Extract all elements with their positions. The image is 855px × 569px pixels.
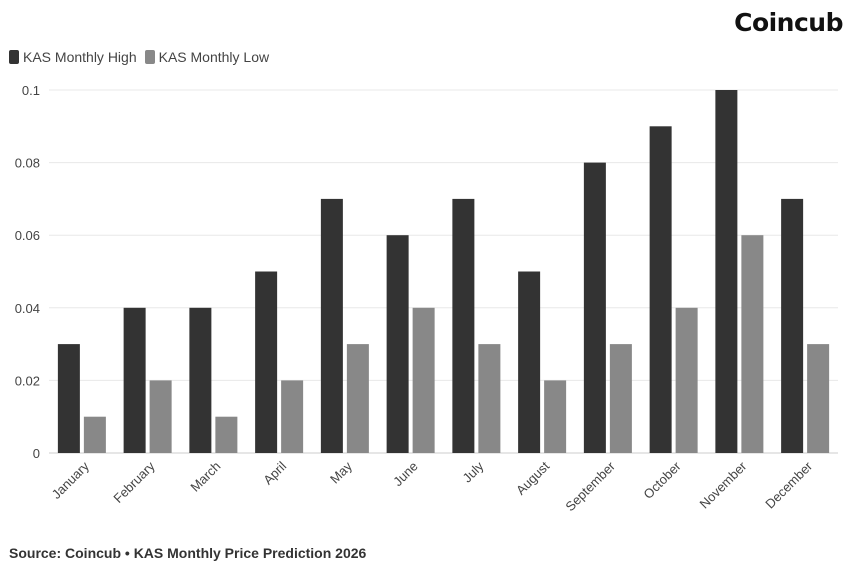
y-tick-label: 0.08 [15,156,40,171]
x-tick-label: August [513,458,552,497]
legend-item-high: KAS Monthly High [9,49,137,65]
y-tick-label: 0.06 [15,228,40,243]
bar-monthly-high [715,90,738,453]
bar-monthly-high [781,198,804,453]
x-tick-label: February [110,458,158,506]
bar-monthly-high [452,198,475,453]
bar-chart: 0 0.02 0.04 0.06 0.08 0.1 January February Marc… [15,83,838,514]
bar-monthly-low [609,344,632,453]
x-tick-label: June [390,459,421,490]
bar-monthly-high [649,126,672,454]
bar-monthly-high [189,307,212,453]
bar-monthly-low [544,380,567,453]
y-tick-label: 0.04 [15,301,40,316]
chart-legend: KAS Monthly High KAS Monthly Low [9,49,277,65]
bars [57,90,830,454]
brand-logo: Coincub [734,8,843,37]
bar-monthly-high [255,271,278,453]
y-tick-label: 0.02 [15,373,40,388]
bar-monthly-low [346,344,369,453]
bar-monthly-low [741,235,764,453]
source-caption: Source: Coincub • KAS Monthly Price Pred… [9,545,367,561]
bar-monthly-high [518,271,541,453]
x-tick-label: July [460,458,487,485]
bar-monthly-low [412,307,435,453]
grid-lines [49,89,838,454]
bar-monthly-high [583,162,606,453]
y-axis: 0 0.02 0.04 0.06 0.08 0.1 [15,83,40,461]
bar-monthly-low [83,416,106,453]
bar-monthly-high [123,307,146,453]
bar-monthly-low [215,416,238,453]
x-tick-label: May [327,458,355,486]
x-tick-label: March [187,459,223,495]
x-tick-label: September [562,458,618,514]
bar-monthly-high [320,198,343,453]
x-tick-label: April [260,458,289,487]
bar-monthly-low [149,380,172,453]
x-tick-label: November [696,458,749,511]
bar-monthly-low [478,344,501,453]
y-tick-label: 0 [33,446,40,461]
x-tick-label: January [49,458,93,502]
bar-monthly-low [675,307,698,453]
y-tick-label: 0.1 [22,83,40,98]
bar-monthly-low [807,344,830,453]
x-tick-label: October [640,458,684,502]
legend-swatch-low [144,50,155,64]
legend-label-low: KAS Monthly Low [158,49,270,65]
x-tick-label: December [762,458,815,511]
legend-swatch-high [9,50,19,64]
bar-monthly-high [386,235,409,453]
legend-item-low: KAS Monthly Low [144,49,270,65]
legend-label-high: KAS Monthly High [23,49,137,65]
bar-monthly-low [281,380,304,453]
bar-monthly-high [57,344,80,453]
x-axis: January February March April May June July Augu… [49,458,816,514]
